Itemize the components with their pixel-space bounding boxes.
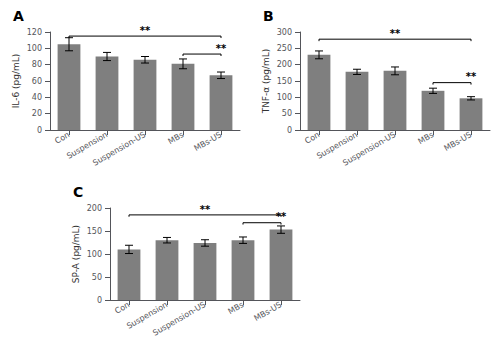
svg-text:Suspension-US: Suspension-US — [151, 300, 207, 338]
svg-text:200: 200 — [87, 204, 102, 213]
svg-text:Suspension-US: Suspension-US — [341, 130, 397, 168]
svg-text:**: ** — [200, 204, 211, 215]
svg-text:MBs: MBs — [416, 130, 435, 146]
svg-text:IL-6 (pg/mL): IL-6 (pg/mL) — [11, 54, 21, 109]
svg-text:20: 20 — [32, 109, 42, 118]
svg-text:MBs: MBs — [166, 130, 185, 146]
svg-text:**: ** — [276, 211, 287, 222]
svg-text:**: ** — [216, 43, 227, 54]
svg-text:C: C — [73, 184, 83, 200]
svg-text:Con: Con — [113, 300, 131, 316]
svg-text:TNF-α (pg/mL): TNF-α (pg/mL) — [261, 49, 271, 115]
svg-text:MBs-US: MBs-US — [252, 300, 283, 323]
svg-text:Con: Con — [303, 130, 321, 146]
svg-text:**: ** — [390, 28, 401, 39]
svg-text:120: 120 — [27, 28, 42, 37]
svg-text:100: 100 — [87, 250, 102, 259]
svg-text:40: 40 — [32, 93, 42, 102]
svg-text:0: 0 — [97, 296, 102, 305]
svg-text:200: 200 — [277, 60, 292, 69]
svg-text:MBs-US: MBs-US — [192, 130, 223, 153]
svg-text:SP-A (pg/mL): SP-A (pg/mL) — [71, 225, 81, 283]
svg-text:Con: Con — [53, 130, 71, 146]
svg-text:Suspension: Suspension — [125, 300, 170, 331]
svg-text:Suspension: Suspension — [315, 130, 360, 161]
svg-text:300: 300 — [277, 28, 292, 37]
svg-text:60: 60 — [32, 77, 42, 86]
svg-text:MBs-US: MBs-US — [442, 130, 473, 153]
svg-text:MBs: MBs — [226, 300, 245, 316]
svg-text:50: 50 — [282, 109, 292, 118]
svg-text:B: B — [263, 8, 274, 24]
svg-text:250: 250 — [277, 44, 292, 53]
svg-text:**: ** — [140, 25, 151, 36]
svg-text:0: 0 — [287, 126, 292, 135]
svg-text:150: 150 — [277, 77, 292, 86]
svg-text:Suspension-US: Suspension-US — [91, 130, 147, 168]
svg-text:100: 100 — [277, 93, 292, 102]
svg-text:100: 100 — [27, 44, 42, 53]
svg-text:0: 0 — [37, 126, 42, 135]
svg-text:**: ** — [466, 71, 477, 82]
svg-text:150: 150 — [87, 227, 102, 236]
svg-text:A: A — [13, 8, 24, 24]
svg-text:Suspension: Suspension — [65, 130, 110, 161]
svg-text:50: 50 — [92, 273, 102, 282]
svg-text:80: 80 — [32, 60, 42, 69]
